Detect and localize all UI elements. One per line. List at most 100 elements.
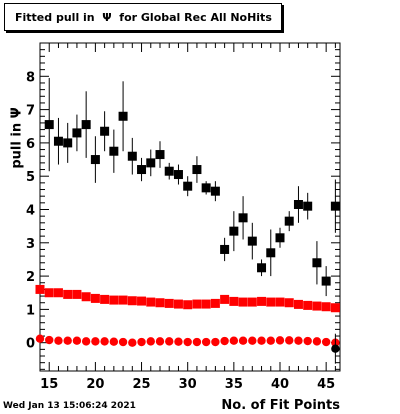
data-point [275,336,285,345]
data-point [53,136,63,146]
data-point [321,276,331,286]
data-point [137,165,147,175]
y-tick-label: 7 [26,104,35,119]
y-tick-label: 3 [26,237,35,252]
data-point [118,295,128,305]
data-point [330,303,340,313]
data-point [321,302,331,312]
data-point [275,233,285,243]
data-point [137,337,146,347]
data-point [81,337,91,346]
data-point [247,236,257,246]
data-point [109,337,119,346]
data-point [146,158,156,168]
data-point [90,155,100,165]
x-tick-label: 35 [225,377,243,392]
data-point [146,297,156,307]
data-point [266,336,275,345]
data-point [257,336,266,345]
data-point [312,301,322,311]
data-point [201,337,211,347]
data-point [247,297,257,307]
y-tick-label: 2 [26,270,35,285]
x-tick-label: 25 [132,377,150,392]
data-point [201,299,211,309]
x-tick-label: 20 [86,377,104,392]
data-point [100,294,110,304]
y-axis-label: pull in Ψ [9,107,25,169]
data-point [192,165,202,175]
data-point [192,337,202,347]
title-box: Fitted pull in Ψ for Global Rec All NoHi… [4,3,282,31]
data-point [164,298,174,308]
x-tick-label: 15 [40,377,58,392]
data-point [72,336,82,345]
data-point [210,298,220,308]
data-point [238,336,248,345]
data-point [220,244,230,254]
data-point [294,336,303,345]
data-point [72,289,82,299]
data-point [137,296,147,306]
data-point [248,336,257,345]
data-point [266,297,276,307]
data-point [303,336,312,346]
data-point [183,181,193,191]
data-point [257,296,267,306]
y-tick-label: 4 [26,203,35,218]
x-axis-label: No. of Fit Points [221,398,340,413]
y-axis-label-container: pull in Ψ [2,107,32,168]
data-point [53,288,63,298]
data-point [100,337,109,346]
data-point [146,337,155,346]
data-point [275,297,285,307]
data-point [155,298,165,308]
data-point [173,170,183,180]
data-point [201,183,211,193]
data-point [164,166,174,176]
data-point [257,263,267,273]
plot-frame [39,42,341,372]
data-point [229,296,239,306]
x-tick-label: 40 [271,377,289,392]
data-point [183,300,193,310]
data-point [303,300,313,310]
data-point [284,216,294,226]
y-tick-label: 6 [26,137,35,152]
data-point [284,298,294,308]
data-point [238,213,248,223]
data-point [220,336,229,346]
data-point [293,200,303,210]
data-point [210,186,220,196]
data-point [118,111,128,121]
data-point [155,337,165,346]
data-point [312,258,322,268]
data-point [45,335,54,345]
data-marks [35,77,340,364]
data-point [127,151,137,161]
data-point [127,296,137,306]
data-point [165,337,174,346]
data-point [331,344,340,353]
data-point [91,337,100,346]
data-point [54,336,63,345]
chart-title: Fitted pull in Ψ for Global Rec All NoHi… [15,10,272,24]
data-point [128,338,137,347]
data-point [44,288,54,298]
x-tick-label: 30 [179,377,197,392]
y-tick-label: 8 [26,70,35,85]
data-point [35,284,45,294]
data-point [109,295,119,305]
data-point [238,297,248,307]
data-point [81,120,91,130]
data-point [35,334,45,343]
data-point [90,293,100,303]
data-point [155,150,165,160]
data-point [285,336,294,345]
data-point [63,289,73,299]
y-tick-label: 0 [26,337,35,352]
data-point [63,138,73,148]
x-tick-label: 45 [317,377,335,392]
data-point [303,201,313,211]
